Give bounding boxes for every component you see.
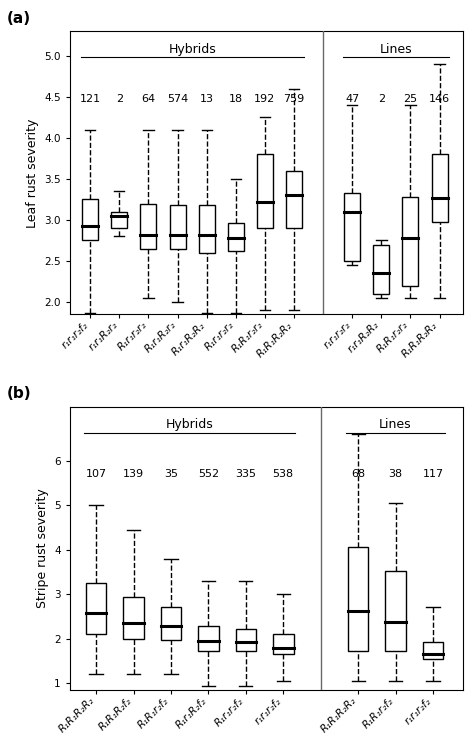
Text: 64: 64 [141, 93, 155, 104]
Bar [423, 642, 443, 659]
Bar [228, 223, 244, 251]
Text: 146: 146 [429, 93, 450, 104]
Text: (b): (b) [7, 386, 32, 401]
Text: 121: 121 [80, 93, 101, 104]
Bar [170, 205, 186, 248]
Bar [82, 199, 98, 240]
Y-axis label: Leaf rust severity: Leaf rust severity [26, 118, 39, 228]
Bar [257, 154, 273, 228]
Text: 25: 25 [403, 93, 418, 104]
Bar [402, 197, 419, 286]
Text: (a): (a) [7, 10, 31, 25]
Text: 47: 47 [345, 93, 359, 104]
Bar [286, 171, 302, 228]
Text: 2: 2 [378, 93, 385, 104]
Bar [161, 606, 181, 640]
Bar [123, 598, 144, 639]
Bar [86, 583, 106, 634]
Text: 192: 192 [255, 93, 275, 104]
Bar [111, 212, 128, 228]
Bar [236, 629, 256, 651]
Bar [432, 154, 447, 222]
Text: Hybrids: Hybrids [168, 43, 216, 56]
Text: 538: 538 [273, 469, 294, 480]
Text: 117: 117 [422, 469, 444, 480]
Bar [374, 245, 389, 294]
Y-axis label: Stripe rust severity: Stripe rust severity [36, 489, 49, 609]
Text: 335: 335 [235, 469, 256, 480]
Text: 18: 18 [229, 93, 243, 104]
Bar [348, 548, 368, 651]
Text: 68: 68 [351, 469, 365, 480]
Text: 35: 35 [164, 469, 178, 480]
Bar [198, 627, 219, 651]
Text: Hybrids: Hybrids [166, 419, 213, 431]
Text: 38: 38 [389, 469, 402, 480]
Text: Lines: Lines [379, 419, 412, 431]
Text: 759: 759 [283, 93, 305, 104]
Text: 139: 139 [123, 469, 144, 480]
Bar [344, 193, 360, 261]
Text: 574: 574 [167, 93, 188, 104]
Text: 552: 552 [198, 469, 219, 480]
Text: 107: 107 [85, 469, 107, 480]
Text: Lines: Lines [380, 43, 412, 56]
Bar [140, 204, 156, 248]
Bar [273, 634, 293, 654]
Text: 2: 2 [116, 93, 123, 104]
Bar [385, 571, 406, 651]
Bar [199, 205, 215, 253]
Text: 13: 13 [200, 93, 214, 104]
